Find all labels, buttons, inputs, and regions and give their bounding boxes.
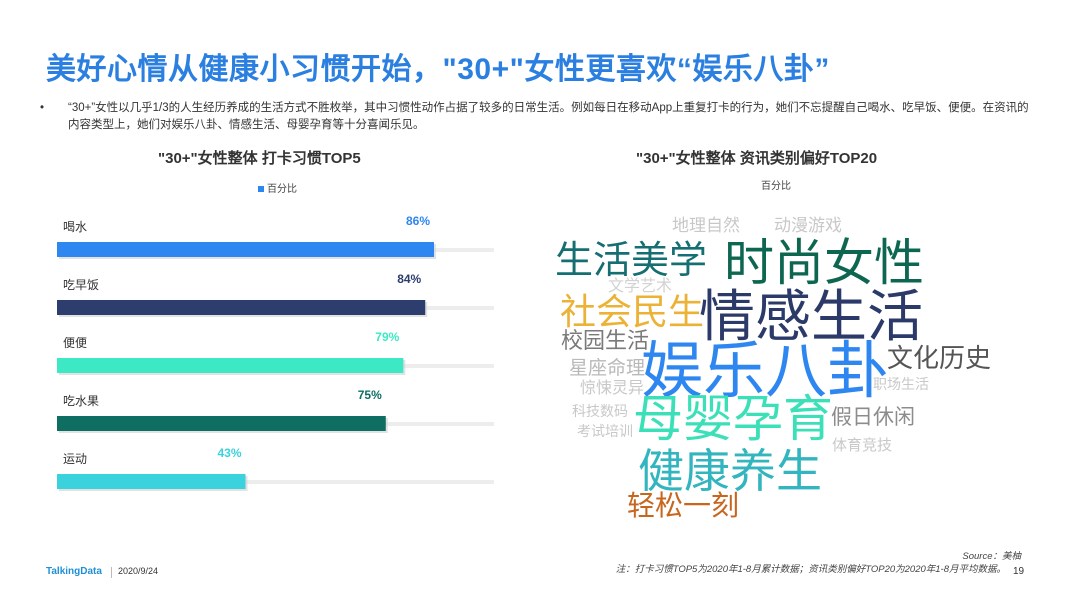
- legend-swatch: [258, 186, 264, 193]
- talkingdata-logo: TalkingData: [46, 566, 102, 577]
- word-cloud-term: 星座命理: [569, 357, 645, 379]
- wordcloud-legend: 百分比: [761, 181, 791, 192]
- word-cloud-term: 校园生活: [561, 329, 649, 354]
- word-cloud-term: 假日休闲: [831, 405, 915, 429]
- word-cloud-term: 生活美学: [555, 238, 707, 282]
- word-cloud-term: 娱乐八卦: [641, 334, 889, 407]
- word-cloud-term: 科技数码: [572, 404, 628, 420]
- summary-paragraph: • “30+”女性以几乎1/3的人生经历养成的生活方式不胜枚举，其中习惯性动作占…: [40, 100, 1030, 134]
- bar-category-label: 吃水果: [63, 394, 99, 408]
- word-cloud-term: 动漫游戏: [774, 216, 842, 236]
- word-cloud-term: 考试培训: [577, 424, 633, 440]
- bar-value-label: 86%: [406, 214, 430, 228]
- bullet-symbol: •: [40, 102, 45, 114]
- bar-chart-legend: 百分比: [258, 180, 297, 195]
- bar-value-label: 75%: [358, 388, 382, 402]
- bar-value-label: 79%: [375, 330, 399, 344]
- bar-category-label: 喝水: [63, 220, 87, 234]
- word-cloud-term: 母婴孕育: [633, 390, 833, 448]
- legend-label: 百分比: [267, 184, 297, 195]
- bar: [57, 300, 426, 315]
- bar: [57, 242, 434, 257]
- bar-category-label: 便便: [63, 336, 87, 350]
- summary-text: “30+”女性以几乎1/3的人生经历养成的生活方式不胜枚举，其中习惯性动作占据了…: [68, 102, 1029, 131]
- bar-category-label: 吃早饭: [63, 278, 99, 292]
- bar-category-label: 运动: [63, 452, 87, 466]
- footer-date: 2020/9/24: [118, 566, 159, 576]
- bar: [57, 474, 246, 489]
- bar-chart-title: "30+"女性整体 打卡习惯TOP5: [158, 150, 361, 167]
- bar-chart: 喝水 86% 吃早饭 84% 便便 79% 吃水果 75% 运动 43%: [57, 214, 494, 491]
- page-number: 19: [1013, 566, 1025, 577]
- word-cloud-term: 时尚女性: [724, 234, 924, 292]
- source-note: Source：美柚: [962, 551, 1021, 562]
- word-cloud-term: 社会民生: [560, 292, 704, 333]
- page-title: 美好心情从健康小习惯开始，"30+"女性更喜欢“娱乐八卦”: [46, 53, 830, 86]
- bar-value-label: 43%: [217, 446, 241, 460]
- wordcloud-title: "30+"女性整体 资讯类别偏好TOP20: [636, 150, 878, 167]
- word-cloud-term: 轻松一刻: [627, 489, 739, 522]
- bar: [57, 416, 386, 431]
- word-cloud-term: 体育竞技: [832, 436, 892, 454]
- footer-divider: [111, 567, 112, 578]
- bar-value-label: 84%: [397, 272, 421, 286]
- data-note: 注：打卡习惯TOP5为2020年1-8月累计数据；资讯类别偏好TOP20为202…: [615, 564, 1006, 575]
- word-cloud-term: 职场生活: [873, 377, 929, 393]
- word-cloud-term: 文化历史: [887, 344, 991, 374]
- bar-track: [57, 480, 494, 484]
- word-cloud-term: 情感生活: [699, 285, 923, 350]
- word-cloud-term: 惊悚灵异: [580, 378, 644, 397]
- word-cloud-term: 健康养生: [638, 444, 822, 498]
- bar: [57, 358, 404, 373]
- word-cloud-term: 地理自然: [672, 216, 740, 236]
- word-cloud-term: 文学艺术: [608, 276, 672, 295]
